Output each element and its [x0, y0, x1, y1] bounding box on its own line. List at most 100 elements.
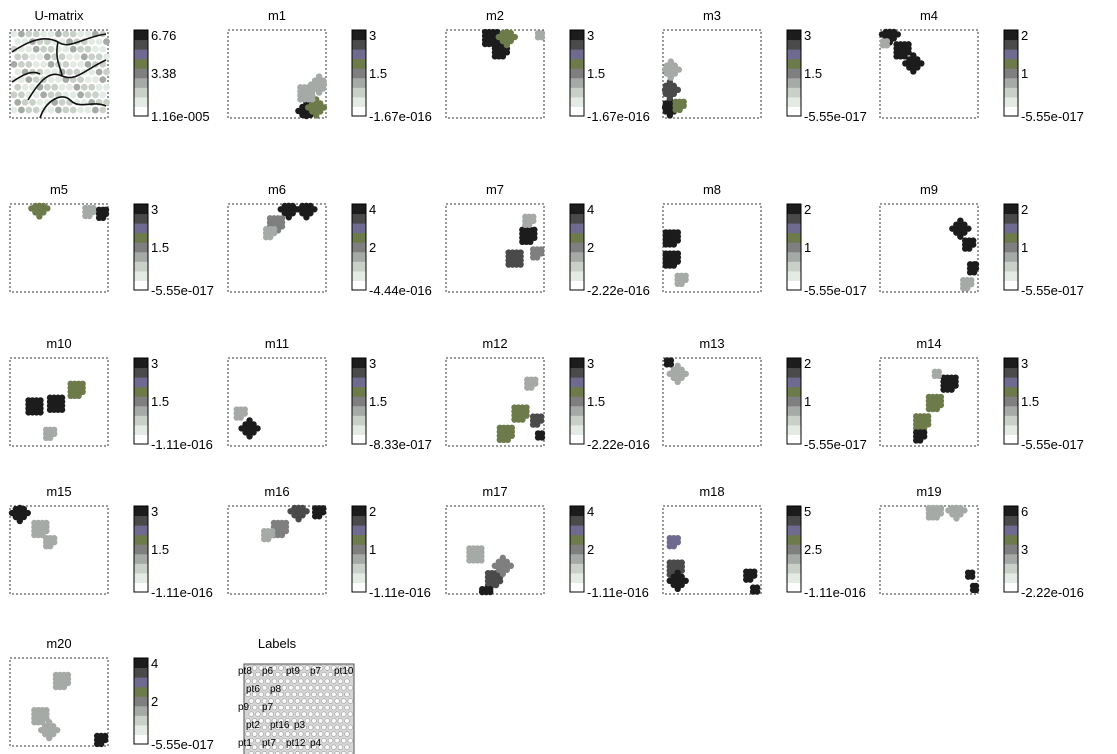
- hex-cell: [324, 678, 330, 684]
- umatrix-cell: [25, 76, 33, 83]
- umatrix-cell: [62, 45, 70, 53]
- plane-cell: [968, 281, 975, 288]
- colorbar-segment: [352, 204, 366, 215]
- hex-cell: [281, 698, 287, 704]
- panel-title: m4: [920, 8, 938, 23]
- hex-cell: [308, 711, 314, 717]
- colorbar-mid-label: 2: [587, 542, 594, 557]
- hex-cell: [311, 678, 317, 684]
- plane-cell: [676, 106, 683, 114]
- umatrix-cell: [84, 91, 92, 99]
- colorbar-segment: [570, 242, 584, 253]
- colorbar-min-label: -1.11e-016: [369, 585, 431, 600]
- hex-cell: [308, 737, 314, 744]
- colorbar-segment: [134, 506, 148, 517]
- hex-cell: [245, 704, 251, 711]
- plane-cell: [528, 384, 535, 391]
- umatrix-cell: [77, 91, 84, 99]
- colorbar-segment: [570, 572, 584, 583]
- hex-cell: [341, 724, 347, 731]
- colorbar-min-label: -5.55e-017: [804, 283, 867, 298]
- plane-cell: [537, 417, 545, 424]
- component-plane: [9, 657, 109, 748]
- colorbar-segment: [352, 213, 366, 224]
- colorbar-max-label: 3: [369, 356, 376, 371]
- colorbar-segment: [570, 49, 584, 60]
- colorbar-segment: [352, 261, 366, 272]
- colorbar-segment: [787, 544, 801, 555]
- umatrix-cell: [99, 91, 107, 99]
- colorbar-segment: [570, 213, 584, 224]
- plane-cell: [531, 234, 538, 241]
- plane-cell: [319, 509, 327, 516]
- colorbar-segment: [570, 506, 584, 517]
- panel-m11: m11 3 1.5 -8.33e-017: [227, 336, 432, 452]
- hex-cell: [251, 718, 258, 724]
- hex-cell: [334, 685, 340, 691]
- colorbar-segment: [134, 553, 148, 564]
- hex-cell: [284, 744, 291, 750]
- plane-cell: [678, 581, 685, 588]
- hex-cell: [331, 718, 337, 724]
- umatrix-cell: [36, 68, 44, 76]
- umatrix-cell: [29, 99, 36, 106]
- umatrix-cell: [43, 83, 51, 91]
- colorbar-segment: [787, 405, 801, 416]
- colorbar-segment: [352, 396, 366, 407]
- colorbar-segment: [570, 553, 584, 564]
- colorbar-segment: [134, 544, 148, 555]
- umatrix-cell: [40, 61, 47, 68]
- panel-m3: m3 3 1.5 -5.55e-017: [661, 8, 867, 124]
- plane-cell: [968, 573, 976, 580]
- colorbar-segment: [352, 582, 366, 593]
- colorbar-segment: [352, 39, 366, 50]
- colorbar-mid-label: 1.5: [1021, 394, 1039, 409]
- hex-cell: [294, 698, 301, 704]
- panel-m19: m19 6 3 -2.22e-016: [879, 484, 1084, 600]
- colorbar-segment: [570, 396, 584, 407]
- hex-cell: [261, 724, 268, 731]
- component-plane: [227, 357, 327, 447]
- colorbar-segment: [134, 724, 148, 735]
- plane-cell: [921, 433, 928, 440]
- colorbar-segment: [352, 525, 366, 536]
- panel-m16: m16 2 1 -1.11e-016: [227, 484, 431, 600]
- colorbar-frame: [351, 357, 367, 445]
- component-plane: [662, 203, 762, 293]
- panel-title: m16: [264, 484, 289, 499]
- plane-cell: [670, 90, 678, 98]
- colorbar-segment: [570, 261, 584, 272]
- colorbar-max-label: 2: [804, 202, 811, 217]
- colorbar-segment: [570, 223, 584, 234]
- plane-cell: [246, 433, 253, 440]
- hex-cell: [331, 731, 337, 737]
- component-plane: [445, 357, 546, 447]
- plane-cell: [948, 386, 955, 393]
- colorbar-max-label: 3: [804, 28, 811, 43]
- umatrix-cell: [25, 106, 33, 114]
- umatrix-cell: [88, 68, 96, 76]
- plane-cell: [675, 66, 683, 73]
- umatrix-cell: [36, 53, 44, 61]
- colorbar-segment: [787, 49, 801, 60]
- colorbar-segment: [352, 280, 366, 291]
- hex-cell: [268, 711, 274, 717]
- hex-cell: [271, 704, 278, 711]
- hex-cell: [265, 731, 271, 737]
- hex-cell: [324, 718, 330, 724]
- plane-cell: [674, 378, 681, 386]
- hex-cell: [337, 704, 344, 711]
- plane-cell: [910, 68, 917, 75]
- colorbar-mid-label: 1.5: [369, 394, 387, 409]
- hex-cell: [317, 704, 324, 711]
- colorbar-segment: [787, 358, 801, 369]
- hex-cell: [327, 711, 334, 717]
- plane-cell: [64, 679, 72, 687]
- map-label: pt7: [262, 738, 276, 749]
- colorbar-segment: [787, 525, 801, 536]
- plane-cell: [75, 392, 82, 399]
- hex-cell: [304, 704, 311, 711]
- hex-cell: [265, 718, 271, 724]
- colorbar-segment: [134, 223, 148, 234]
